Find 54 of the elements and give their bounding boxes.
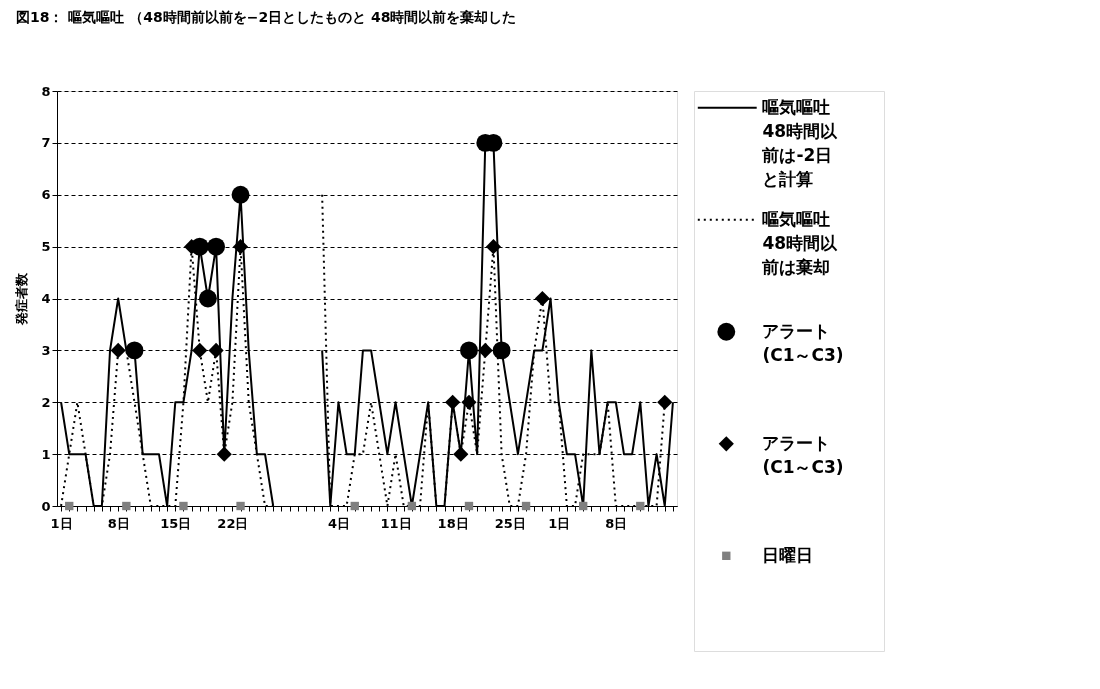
point [65,501,74,511]
point [207,237,226,256]
point [350,501,359,511]
point [445,394,461,410]
point [216,446,232,462]
x-tick-label: 15日 [160,515,192,531]
legend-label: アラート(C1～C3) [762,320,844,365]
x-tick-label: 1日 [548,515,571,531]
point [492,341,511,360]
point [192,342,208,358]
point [407,501,417,511]
y-tick-label: 4 [41,291,51,306]
y-tick-label: 5 [41,239,51,255]
point [534,290,550,307]
point [579,501,588,511]
y-tick-label: 7 [41,135,51,151]
x-tick-label: 1日 [50,515,73,531]
point [464,501,474,511]
point [521,501,531,511]
legend-label: アラート(C1～C3) [762,432,844,477]
x-tick-label: 25日 [494,515,526,531]
x-tick-label: 18日 [437,515,469,531]
point [657,394,673,410]
legend-label: 嘔気嘔吐48時間以前は-2日と計算 [761,96,839,189]
point [125,341,144,360]
point [461,394,477,410]
point [232,239,249,255]
x-tick-label: 4日 [327,515,350,531]
legend-label: 嘔気嘔吐48時間以前は棄却 [761,208,839,277]
point [453,446,469,462]
point [485,239,502,255]
y-tick-label: 3 [41,342,51,358]
point [122,501,131,511]
y-tick-label: 2 [41,394,51,410]
point [477,342,493,358]
x-tick-label: 8日 [605,515,628,531]
y-tick-label: 0 [41,498,51,514]
chart-title: 図18： 嘔気嘔吐 （48時間前以前を−2日としたものと 48時間以前を棄却した [15,9,517,25]
y-axis-title: 発症者数 [14,272,30,326]
point [236,501,245,511]
point [460,341,478,360]
x-tick-label: 8日 [107,515,130,531]
point [208,342,224,358]
point [636,501,645,511]
y-tick-label: 1 [41,446,51,462]
point [231,185,250,204]
y-tick-label: 8 [41,83,51,99]
point [179,501,188,511]
point [198,289,217,308]
legend-label: 日曜日 [762,544,814,565]
y-tick-label: 6 [41,187,51,203]
x-tick-label: 22日 [217,515,249,531]
x-tick-label: 11日 [380,515,412,531]
point [110,342,126,358]
